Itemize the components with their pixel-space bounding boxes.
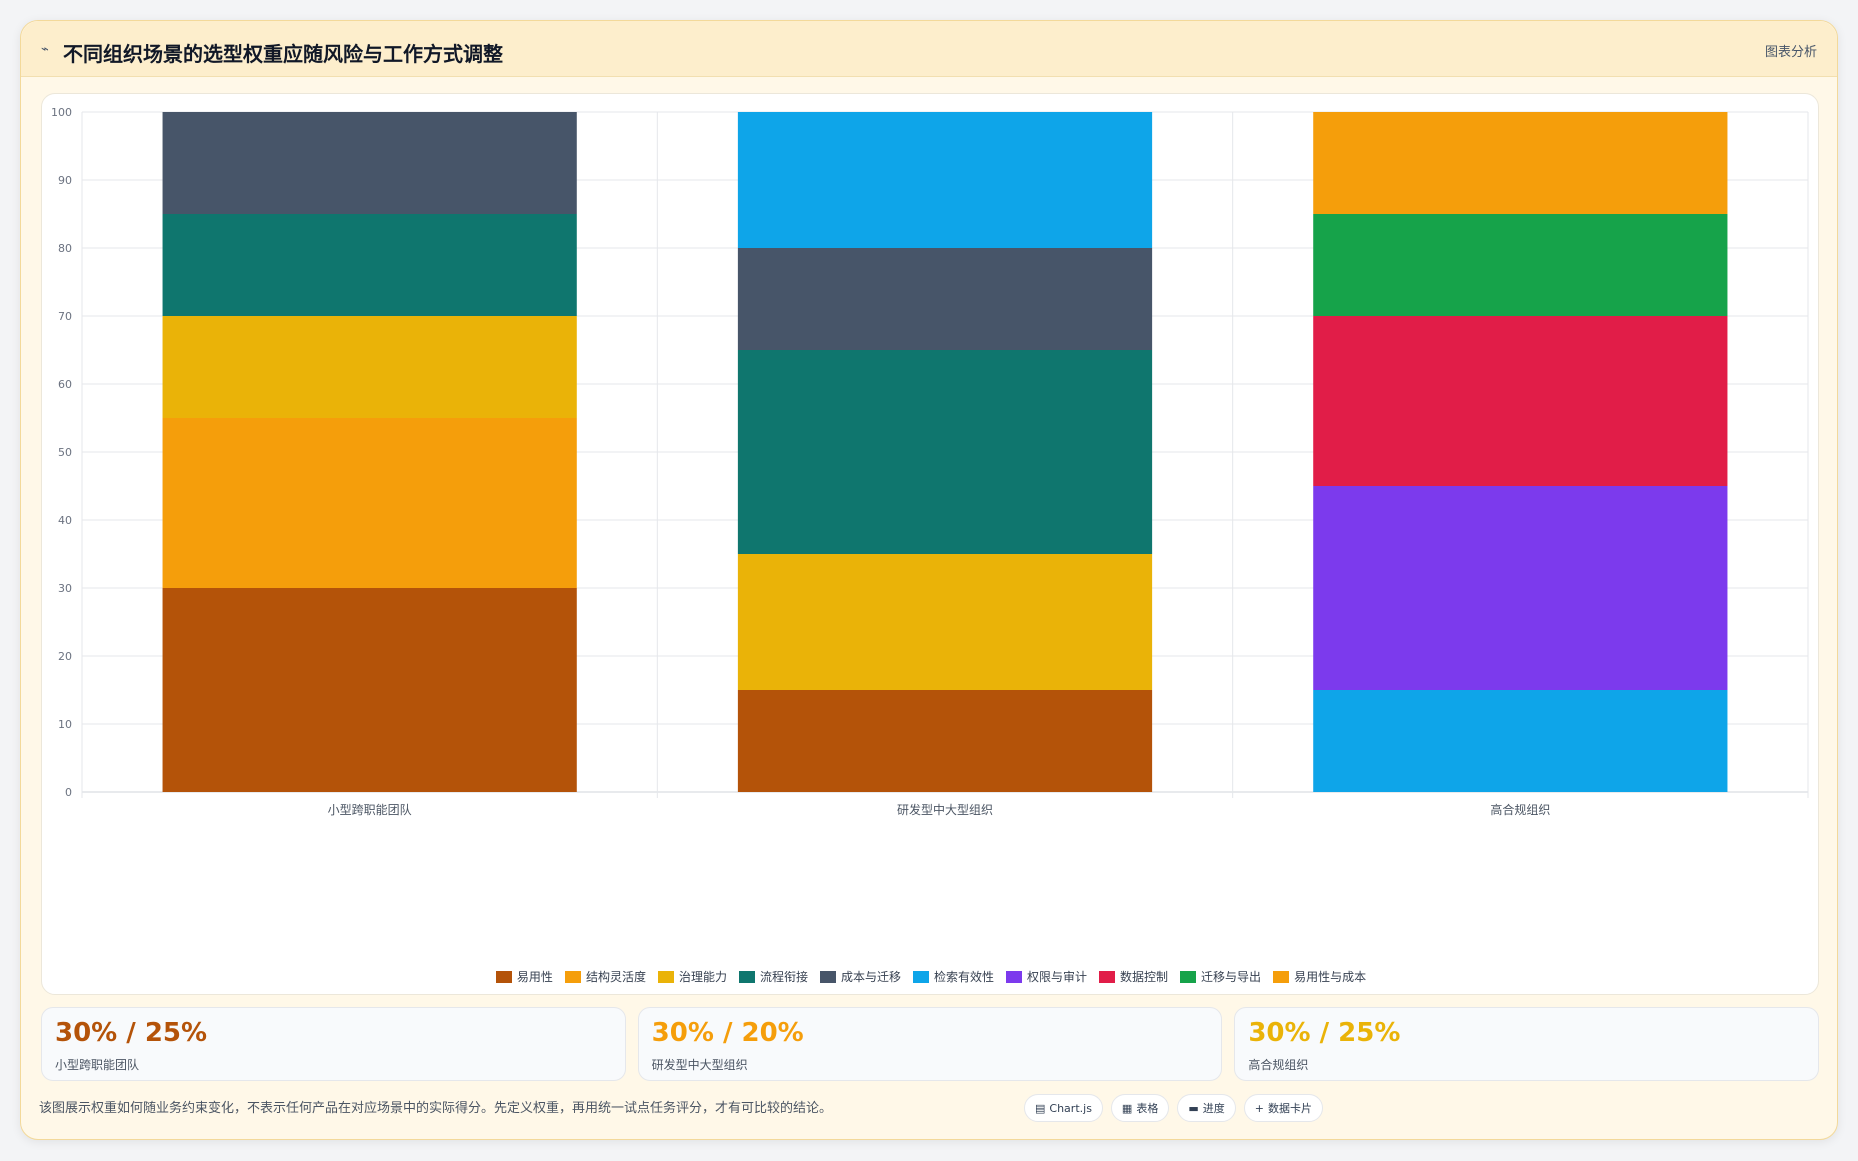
legend-swatch xyxy=(1006,970,1023,983)
legend-swatch xyxy=(564,970,581,983)
bar-segment xyxy=(1313,214,1728,316)
bar-segment xyxy=(162,112,577,214)
legend-label: 治理能力 xyxy=(678,970,727,984)
y-tick-label: 0 xyxy=(65,786,72,799)
y-tick-label: 70 xyxy=(58,310,72,323)
plus-icon: + xyxy=(1254,1101,1264,1115)
legend-swatch xyxy=(819,970,836,983)
trend-icon: ⌁ xyxy=(41,42,49,57)
legend-label: 结构灵活度 xyxy=(585,970,646,984)
legend-swatch xyxy=(1180,970,1197,983)
bar-segment xyxy=(1313,690,1728,792)
kpi-label: 研发型中大型组织 xyxy=(651,1058,748,1072)
legend-item[interactable]: 成本与迁移 xyxy=(819,968,901,985)
bar-segment xyxy=(162,214,577,316)
x-tick-label: 小型跨职能团队 xyxy=(328,802,412,817)
legend-label: 成本与迁移 xyxy=(840,970,901,984)
legend-item[interactable]: 检索有效性 xyxy=(913,968,994,985)
legend-label: 流程衔接 xyxy=(759,970,808,984)
kpi-card: 30% / 25% 小型跨职能团队 xyxy=(41,1007,626,1081)
bar-segment xyxy=(737,248,1153,350)
chart-analysis-label[interactable]: 图表分析 xyxy=(1764,45,1817,60)
chart-card: ⌁ 不同组织场景的选型权重应随风险与工作方式调整 图表分析 0 10 20 30 40 5… xyxy=(20,20,1838,1140)
chart-title: 不同组织场景的选型权重应随风险与工作方式调整 xyxy=(63,42,503,66)
legend-item[interactable]: 迁移与导出 xyxy=(1180,968,1261,985)
pill-progress[interactable]: ▬ 进度 xyxy=(1177,1094,1236,1122)
chart-icon: ▤ xyxy=(1035,1101,1046,1115)
legend-swatch xyxy=(657,970,674,983)
kpi-card: 30% / 25% 高合规组织 xyxy=(1234,1007,1820,1081)
y-tick-label: 50 xyxy=(58,446,72,459)
x-tick-label: 高合规组织 xyxy=(1490,802,1550,817)
bar-segment xyxy=(162,418,577,588)
legend-item[interactable]: 权限与审计 xyxy=(1006,968,1087,985)
y-tick-label: 10 xyxy=(58,718,72,731)
y-tick-label: 30 xyxy=(58,582,72,595)
legend-label: 易用性 xyxy=(516,970,553,984)
pill-plus[interactable]: + 数据卡片 xyxy=(1243,1094,1323,1122)
bar-segment xyxy=(162,316,577,418)
bar-segment xyxy=(162,588,577,792)
legend-item[interactable]: 数据控制 xyxy=(1099,968,1168,985)
kpi-row: 30% / 25% 小型跨职能团队 30% / 20% 研发型中大型组织 30% / 2… xyxy=(41,1007,1820,1081)
pill-table[interactable]: ▦ 表格 xyxy=(1110,1094,1170,1122)
y-tick-label: 100 xyxy=(51,106,72,119)
bar-segment xyxy=(1313,486,1728,690)
pill-label: 表格 xyxy=(1136,1102,1159,1115)
kpi-value: 30% / 25% xyxy=(55,1018,208,1048)
bar-segment xyxy=(1313,316,1728,486)
legend-item[interactable]: 流程衔接 xyxy=(738,968,808,985)
y-tick-label: 90 xyxy=(58,174,72,187)
bar-segment xyxy=(737,554,1153,690)
legend-swatch xyxy=(495,970,512,983)
view-toggle-pills: ▤ Chart.js ▦ 表格 ▬ 进度 + 数据卡片 xyxy=(1024,1094,1323,1122)
legend-item[interactable]: 易用性与成本 xyxy=(1273,968,1366,985)
y-tick-label: 80 xyxy=(58,242,72,255)
chart-container: 0 10 20 30 40 50 60 70 80 90 100 小型跨职能团队 研发型中大型组织 高合规… xyxy=(41,93,1819,995)
bar-segment xyxy=(737,690,1153,792)
y-tick-label: 40 xyxy=(58,514,72,527)
table-icon: ▦ xyxy=(1121,1101,1133,1115)
bar-segment xyxy=(737,350,1153,554)
legend-item[interactable]: 治理能力 xyxy=(657,968,727,985)
legend-label: 易用性与成本 xyxy=(1294,970,1367,984)
pill-label: Chart.js xyxy=(1049,1101,1092,1115)
legend-swatch xyxy=(738,970,755,983)
progress-icon: ▬ xyxy=(1188,1101,1199,1115)
legend-item[interactable]: 易用性 xyxy=(495,968,553,985)
chart-legend: 易用性 结构灵活度 治理能力 流程衔接 成本与迁移 检索有效性 权限与审计 数据控制 迁移与导出… xyxy=(42,968,1820,985)
stacked-bar-chart: 0 10 20 30 40 50 60 70 80 90 100 小型跨职能团队 研发型中大型组织 高合规… xyxy=(51,106,1809,817)
kpi-label: 小型跨职能团队 xyxy=(55,1058,140,1072)
pill-chart[interactable]: ▤ Chart.js xyxy=(1024,1094,1103,1122)
y-tick-label: 20 xyxy=(58,650,72,663)
legend-label: 数据控制 xyxy=(1120,970,1169,984)
x-tick-label: 研发型中大型组织 xyxy=(897,802,993,817)
kpi-card: 30% / 20% 研发型中大型组织 xyxy=(637,1007,1223,1081)
kpi-value: 30% / 20% xyxy=(651,1018,804,1048)
legend-label: 权限与审计 xyxy=(1027,970,1088,984)
legend-label: 迁移与导出 xyxy=(1201,970,1262,984)
y-tick-label: 60 xyxy=(58,378,72,391)
legend-swatch xyxy=(1099,970,1116,983)
footnote: 该图展示权重如何随业务约束变化，不表示任何产品在对应场景中的实际得分。先定义权重… xyxy=(39,1101,833,1116)
pill-label: 进度 xyxy=(1202,1102,1225,1115)
legend-label: 检索有效性 xyxy=(934,970,995,984)
legend-item[interactable]: 结构灵活度 xyxy=(564,968,646,985)
bar-segment xyxy=(737,112,1153,248)
pill-label: 数据卡片 xyxy=(1267,1102,1312,1115)
legend-swatch xyxy=(913,970,929,983)
kpi-value: 30% / 25% xyxy=(1248,1018,1401,1048)
kpi-label: 高合规组织 xyxy=(1248,1058,1309,1072)
card-header: ⌁ 不同组织场景的选型权重应随风险与工作方式调整 图表分析 xyxy=(21,21,1837,77)
bar-segment xyxy=(1313,112,1728,214)
legend-swatch xyxy=(1273,970,1290,983)
